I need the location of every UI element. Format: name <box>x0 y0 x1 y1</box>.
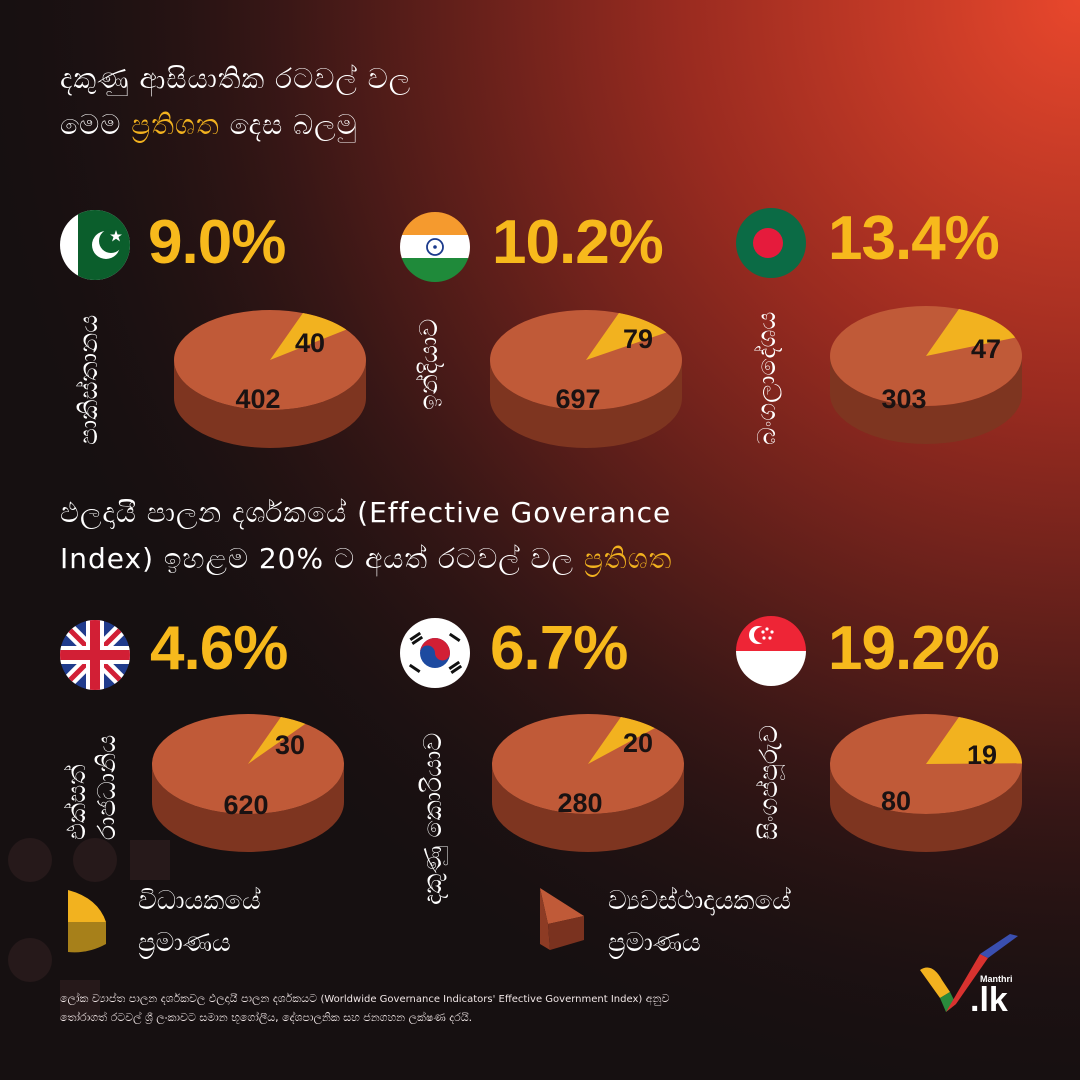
logo-main-text: .lk <box>970 981 1008 1019</box>
pie-executive-label: 19 <box>967 740 997 770</box>
pie-chart-bangladesh: 47 303 <box>830 306 1022 444</box>
country-name-singapore: සිංගප්පූරුව <box>754 725 783 840</box>
pie-executive-slice <box>588 717 655 764</box>
pie-side <box>152 764 344 852</box>
pie-side <box>174 360 366 448</box>
country-name-uk: එක්සත් රාජධානිය <box>62 735 122 840</box>
pie-legislature-label: 620 <box>223 790 268 820</box>
check-mark-icon <box>920 934 1018 1012</box>
logo-small-text: Manthri <box>980 974 1013 984</box>
footnote-line1: ලෝක ව්‍යාප්ත පාලන දර්ශකවල ඵලදායී පාලන දර… <box>60 992 670 1005</box>
percent-uk: 4.6% <box>150 614 288 683</box>
country-name-south-korea: දකුණු කොරියාව <box>418 732 447 905</box>
header-top: දකුණු ආසියාතික රටවල් වල මෙම ප්‍රතිශත දෙස… <box>60 56 411 148</box>
pie-legislature-label: 303 <box>881 384 926 414</box>
header-mid-line2: Index) ඉහළම 20% ට අයත් රටවල් වල ප්‍රතිශත <box>60 542 673 575</box>
pie-executive-label: 30 <box>275 730 305 760</box>
pie-legislature-label: 402 <box>235 384 280 414</box>
pie-legislature-label: 697 <box>555 384 600 414</box>
pie-executive-slice <box>926 717 1022 764</box>
uk-flag <box>60 620 130 690</box>
header-mid: ඵලදායී පාලන දර්ශකයේ (Effective Goverance… <box>60 490 672 582</box>
percent-singapore: 19.2% <box>828 614 1000 683</box>
pie-executive-label: 79 <box>623 324 653 354</box>
pie-executive-label: 20 <box>623 728 653 758</box>
country-name-pakistan: පාකිස්තානය <box>74 314 103 445</box>
footnote: ලෝක ව්‍යාප්ත පාලන දර්ශකවල ඵලදායී පාලන දර… <box>60 990 860 1027</box>
pakistan-flag <box>60 210 130 280</box>
header-top-line1: දකුණු ආසියාතික රටවල් වල <box>60 62 412 95</box>
footnote-line2: තෝරාගත් රටවල් ශ්‍රී ලංකාවට සමාන භූගෝලීය,… <box>60 1011 473 1024</box>
pie-chart-south-korea: 20 280 <box>492 714 684 852</box>
percent-bangladesh: 13.4% <box>828 204 1000 273</box>
pie-legislature-label: 280 <box>557 788 602 818</box>
pie-executive-slice <box>586 313 667 360</box>
singapore-flag <box>736 616 806 686</box>
legend-legislature-swatch <box>540 888 584 950</box>
percent-india: 10.2% <box>492 208 664 277</box>
percent-south-korea: 6.7% <box>490 614 628 683</box>
bangladesh-flag <box>736 208 806 278</box>
india-flag <box>400 212 470 282</box>
pie-executive-slice <box>248 717 306 764</box>
header-top-highlight: ප්‍රතිශත <box>131 108 220 141</box>
country-name-bangladesh: බංගලාදේශය <box>752 311 781 445</box>
header-top-line2: මෙම ප්‍රතිශත දෙස බලමු <box>60 108 358 141</box>
manthri-logo: Manthri .lk <box>918 930 1028 1020</box>
pie-executive-label: 40 <box>295 328 325 358</box>
pie-executive-slice <box>926 309 1016 356</box>
country-name-uk-line1: එක්සත් <box>62 764 91 840</box>
pie-chart-india: 79 697 <box>490 310 682 448</box>
percent-pakistan: 9.0% <box>148 208 286 277</box>
pie-side <box>492 764 684 852</box>
legend-executive-swatch <box>68 890 106 953</box>
pie-side <box>830 764 1022 852</box>
header-mid-highlight: ප්‍රතිශත <box>583 542 673 575</box>
pie-executive-label: 47 <box>971 334 1001 364</box>
header-mid-line1: ඵලදායී පාලන දර්ශකයේ (Effective Goverance <box>60 496 672 529</box>
south-korea-flag <box>400 618 470 688</box>
pie-legislature-label: 80 <box>881 786 911 816</box>
legend-executive-label: විධායකයේ ප්‍රමාණය <box>138 886 261 958</box>
country-name-uk-line2: රාජධානිය <box>92 734 121 840</box>
pie-executive-slice <box>270 313 347 360</box>
pie-side <box>490 360 682 448</box>
legend-legislature-label: ව්‍යවස්ථාදායකයේ ප්‍රමාණය <box>608 886 791 958</box>
country-name-india: ඉන්දියාව <box>414 318 443 410</box>
pie-chart-pakistan: 40 402 <box>174 310 366 448</box>
pie-side <box>830 356 1022 444</box>
